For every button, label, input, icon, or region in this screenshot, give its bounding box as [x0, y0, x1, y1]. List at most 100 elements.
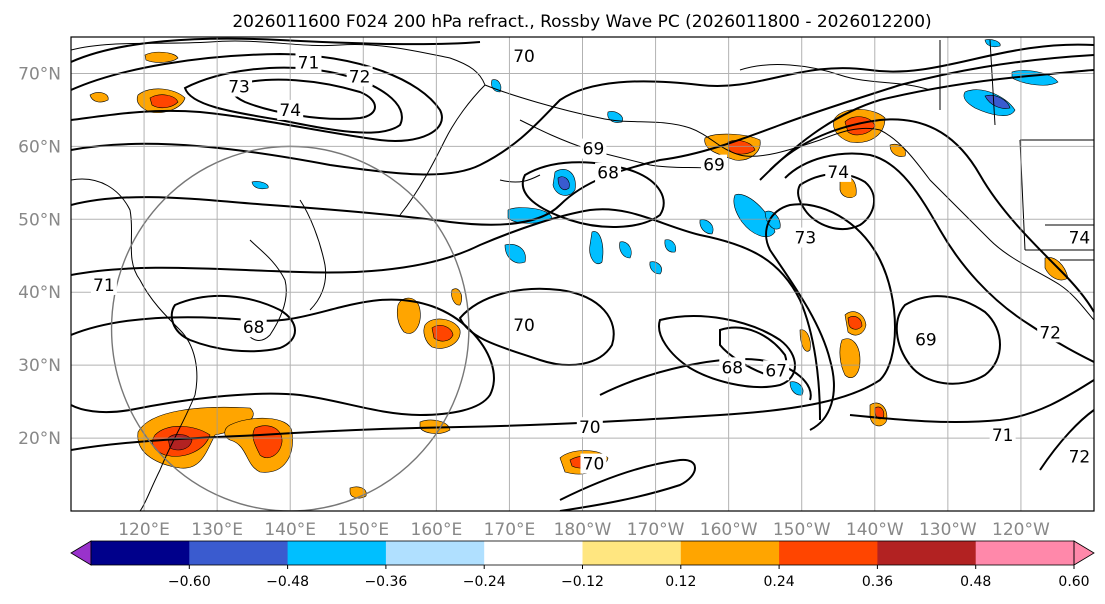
- contour-line: [71, 37, 481, 63]
- shade-blob: [619, 241, 632, 259]
- lon-tick-label: 120°E: [118, 520, 170, 540]
- colorbar-tick-label: 0.36: [862, 574, 893, 590]
- contour-line: [895, 295, 1001, 385]
- shade-blob: [451, 288, 463, 306]
- lon-tick-label: 150°W: [773, 520, 831, 540]
- contour-line: [183, 66, 403, 134]
- contour-label-bg: [595, 162, 622, 183]
- contour-label-bg: [719, 357, 746, 378]
- colorbar-segment: [779, 541, 878, 565]
- contour-line: [658, 315, 796, 389]
- contour-label-bg: [295, 52, 322, 73]
- contour-line: [71, 52, 443, 142]
- contour-label: 68: [597, 164, 619, 184]
- coastline: [519, 119, 716, 171]
- graticule-gridlines: [71, 37, 1094, 511]
- contour-label-bg: [580, 138, 607, 159]
- lon-tick-label: 150°E: [337, 520, 389, 540]
- contour-label-bg: [792, 227, 819, 248]
- contour-line: [521, 161, 665, 228]
- contour-label-bg: [226, 76, 253, 97]
- colorbar-tick-label: −0.60: [168, 574, 211, 590]
- colorbar-tick-label: −0.48: [266, 574, 309, 590]
- colorbar-segment: [287, 541, 387, 565]
- contour-label: 73: [795, 229, 817, 249]
- contour-label-bg: [277, 99, 304, 120]
- contour-label-bg: [701, 154, 728, 175]
- contour-label: 71: [93, 276, 115, 296]
- contour-label: 70: [513, 316, 535, 336]
- contour-line: [231, 78, 376, 120]
- contour-label: 72: [1039, 323, 1061, 343]
- shade-blob: [839, 338, 861, 379]
- coastline: [71, 178, 198, 511]
- contour-line: [170, 295, 296, 353]
- lon-tick-label: 160°E: [411, 520, 463, 540]
- shade-blob: [699, 219, 714, 235]
- lon-tick-label: 160°W: [700, 520, 758, 540]
- colorbar-segment: [91, 541, 190, 565]
- shade-blob: [664, 239, 677, 253]
- shade-blob: [963, 89, 1016, 116]
- shade-blob: [589, 231, 604, 265]
- contour-line: [1039, 409, 1094, 471]
- contour-line: [71, 43, 1094, 176]
- lat-tick-label: 20°N: [18, 429, 61, 449]
- contour-label-bg: [1066, 227, 1093, 248]
- contour-label: 71: [298, 54, 320, 74]
- map-frame: [70, 36, 1095, 512]
- contour-label: 72: [1069, 447, 1091, 467]
- contour-label: 72: [349, 67, 371, 87]
- coastline: [71, 40, 1094, 321]
- contour-label-bg: [825, 161, 852, 182]
- contour-label: 68: [721, 358, 743, 378]
- colorbar-tick-label: 0.24: [764, 574, 795, 590]
- contour-label: 74: [279, 101, 301, 121]
- contour-line: [458, 287, 615, 366]
- shade-blob: [799, 329, 811, 352]
- colorbar-tick-label: −0.36: [364, 574, 407, 590]
- shade-blob: [431, 325, 454, 342]
- contour-label-bg: [580, 453, 607, 474]
- contour-label: 69: [583, 140, 605, 160]
- coastline: [244, 239, 287, 341]
- lat-tick-label: 50°N: [18, 210, 61, 230]
- contour-line: [71, 203, 896, 451]
- contour-label: 70: [513, 47, 535, 67]
- shade-blob: [89, 92, 109, 103]
- colorbar-tick-label: −0.12: [561, 574, 604, 590]
- contour-label-bg: [912, 329, 939, 350]
- colorbar-segment: [877, 541, 977, 565]
- latitude-tick-labels: 70°N 60°N 50°N 40°N 30°N 20°N: [18, 64, 61, 449]
- colorbar-segment: [582, 541, 682, 565]
- lon-tick-label: 140°E: [264, 520, 316, 540]
- height-contours: [71, 37, 1094, 511]
- shade-blob: [847, 316, 863, 330]
- lat-tick-label: 40°N: [18, 283, 61, 303]
- lon-tick-label: 140°W: [846, 520, 904, 540]
- colorbar-tick-label: 0.12: [665, 574, 696, 590]
- colorbar-tick-label: −0.24: [463, 574, 506, 590]
- contour-value-labels: 70 71 72 73 74 69 68 69 74 73 74 71 68 70 69 68 67 72 70 70…: [90, 45, 1093, 475]
- contour-label: 67: [765, 361, 787, 381]
- colorbar-segment: [385, 541, 485, 565]
- contour-line: [599, 358, 812, 401]
- lon-tick-label: 130°E: [191, 520, 243, 540]
- coastline: [299, 199, 327, 311]
- contour-line: [759, 69, 1094, 181]
- contour-label-bg: [511, 45, 538, 66]
- contour-label-bg: [90, 274, 117, 295]
- lon-tick-label: 180°W: [554, 520, 612, 540]
- colorbar-extend-max: [1073, 540, 1095, 566]
- shade-blob: [984, 95, 1011, 109]
- longitude-tick-labels: 120°E 130°E 140°E 150°E 160°E 170°E 180°W 170°W…: [118, 520, 1050, 540]
- lat-tick-label: 70°N: [18, 64, 61, 84]
- contour-label: 71: [992, 426, 1014, 446]
- shade-blob: [733, 193, 776, 237]
- shade-blob: [889, 143, 906, 157]
- shade-blob: [764, 210, 781, 230]
- shade-blob: [144, 51, 179, 63]
- contour-label: 69: [915, 331, 937, 351]
- colorbar: −0.60 −0.48 −0.36 −0.24 −0.12 0.12 0.24 0.36 0.4…: [70, 540, 1095, 590]
- colorbar-extend-min: [70, 540, 92, 566]
